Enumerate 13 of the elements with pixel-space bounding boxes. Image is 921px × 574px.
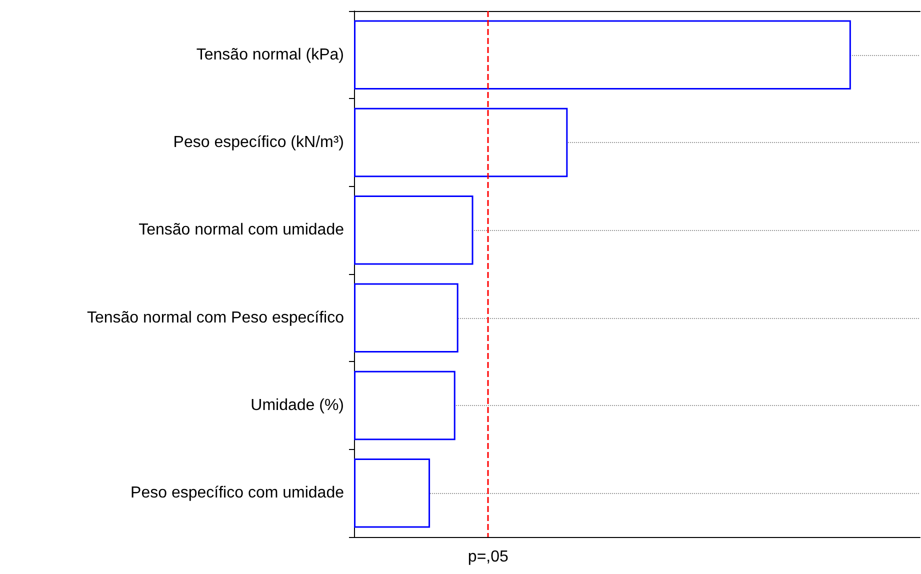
y-tick-label: Peso específico (kN/m³) (173, 134, 344, 151)
bar (354, 283, 458, 352)
y-tick-label: Umidade (%) (250, 397, 344, 414)
ref-line-label: p=,05 (468, 548, 509, 566)
y-tick-label: Tensão normal (kPa) (196, 46, 344, 64)
y-tick-label: Tensão normal com Peso específico (86, 309, 344, 326)
y-tick-label: Peso específico com umidade (130, 484, 344, 502)
bar (354, 20, 851, 90)
bar (354, 458, 430, 528)
bar (354, 196, 474, 265)
y-tick-label: Tensão normal com umidade (138, 222, 344, 239)
bar (354, 370, 456, 440)
bar (354, 108, 568, 178)
